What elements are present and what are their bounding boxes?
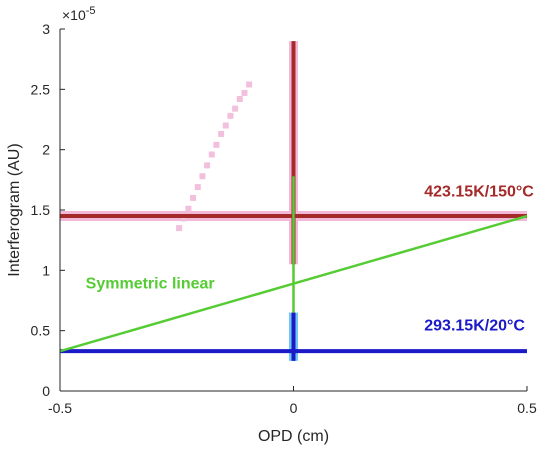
dotted-trace-point (232, 105, 239, 112)
annotation-label: 293.15K/20°C (424, 318, 525, 335)
dotted-trace-point (194, 184, 201, 191)
series-layer (59, 41, 528, 361)
dotted-trace-point (222, 122, 229, 129)
x-axis-title: OPD (cm) (258, 428, 329, 445)
y-axis-exponent: ×10-5 (62, 5, 96, 23)
annotation-label: 423.15K/150°C (424, 184, 534, 201)
dotted-trace-point (185, 205, 192, 212)
y-tick-label: 1.5 (31, 202, 51, 218)
annotation-label: Symmetric linear (86, 275, 215, 292)
annotation-layer: 423.15K/150°C Symmetric linear 293.15K/20°… (86, 184, 535, 335)
dotted-trace-point (208, 151, 215, 158)
y-tick-label: 2.5 (31, 81, 51, 97)
y-tick-label: 2 (42, 142, 50, 158)
dotted-trace-point (204, 162, 211, 169)
dotted-trace-point (227, 112, 234, 119)
x-tick-label: 0 (290, 400, 298, 416)
dotted-trace-point (218, 130, 225, 137)
y-tick-label: 3 (42, 21, 50, 37)
x-tick-label: 0.5 (517, 400, 537, 416)
y-axis-title: Interferogram (AU) (6, 143, 23, 276)
dotted-trace-point (236, 95, 243, 102)
y-tick-label: 0.5 (31, 323, 51, 339)
dotted-trace-point (199, 173, 206, 180)
dotted-trace-point (176, 225, 183, 232)
y-tick-label: 1 (42, 262, 50, 278)
y-exponent-base: ×10 (62, 7, 86, 23)
dotted-trace-point (241, 89, 248, 96)
x-tick-label: -0.5 (48, 400, 72, 416)
y-tick-label: 0 (42, 383, 50, 399)
dotted-trace-point (213, 141, 220, 148)
dotted-trace (176, 81, 253, 232)
dotted-trace-point (180, 215, 187, 222)
dotted-trace-point (246, 81, 253, 88)
tick-layer: 00.511.522.53-0.5 0 0.5 (31, 21, 537, 416)
y-exponent-power: -5 (86, 5, 96, 17)
dotted-trace-point (190, 194, 197, 201)
